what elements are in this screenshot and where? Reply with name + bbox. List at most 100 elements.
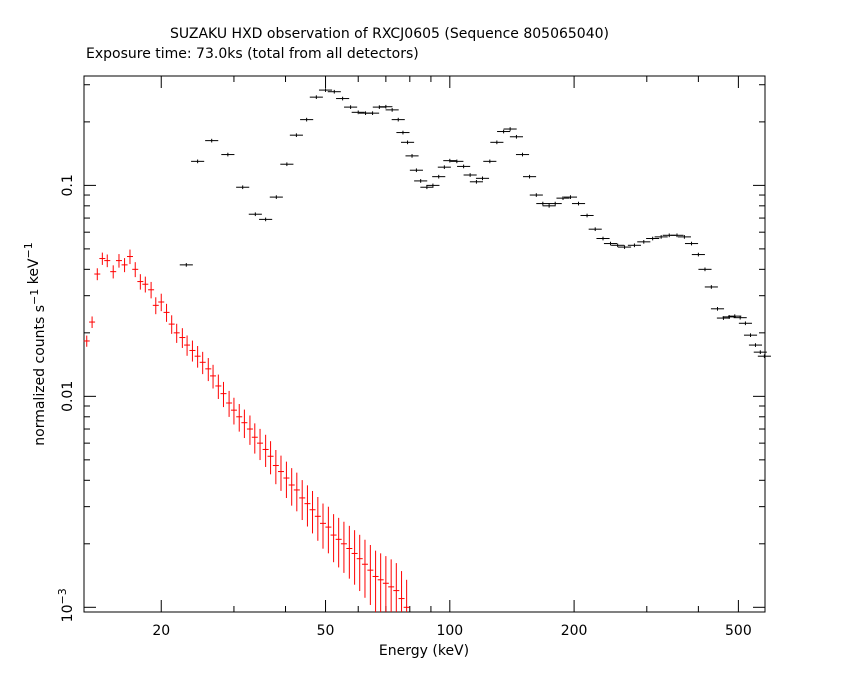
data-point (509, 134, 523, 139)
data-point (571, 201, 586, 206)
data-point (596, 236, 610, 241)
data-point (738, 321, 752, 326)
data-point (173, 323, 180, 343)
data-point (230, 397, 237, 425)
data-point (637, 240, 651, 244)
x-tick-label: 50 (317, 623, 335, 639)
data-point (335, 517, 342, 568)
y-axis-ticks: 0.1 0.01 10−3 (56, 84, 765, 622)
data-point (490, 140, 504, 145)
data-point (179, 328, 186, 348)
data-point (372, 550, 379, 612)
data-point (748, 343, 763, 347)
data-point (251, 423, 258, 454)
y-tick-label: 0.01 (60, 381, 76, 412)
data-point (221, 152, 235, 157)
data-point (325, 506, 332, 554)
data-point (168, 315, 175, 334)
data-point (336, 96, 350, 101)
data-point (691, 252, 705, 257)
data-point (309, 490, 316, 534)
data-point (104, 254, 111, 268)
data-point (367, 544, 374, 605)
x-tick-label: 500 (725, 623, 752, 639)
y-tick-label-exponent: 10−3 (56, 588, 76, 622)
data-point (318, 88, 333, 92)
data-point (733, 315, 747, 320)
data-point (463, 173, 477, 177)
data-point (132, 262, 139, 278)
data-point (698, 267, 712, 272)
data-point (398, 571, 405, 612)
data-point (542, 204, 556, 208)
data-point (320, 503, 327, 549)
data-point (654, 235, 668, 239)
data-point (351, 530, 358, 585)
data-point (330, 514, 337, 563)
data-point (388, 559, 395, 612)
data-point (529, 193, 543, 197)
data-point (215, 374, 222, 399)
data-point (432, 174, 446, 179)
x-axis-label: Energy (keV) (379, 643, 469, 659)
y-axis-label: normalized counts s−1 keV−1 (22, 242, 48, 445)
data-point (556, 196, 570, 200)
chart-subtitle: Exposure time: 73.0ks (total from all de… (86, 46, 419, 62)
data-point (684, 241, 699, 246)
data-point (361, 539, 368, 598)
data-series-layer (83, 88, 771, 612)
data-point (346, 525, 353, 579)
data-point (115, 254, 122, 268)
data-point (757, 354, 771, 359)
x-tick-label: 20 (152, 623, 170, 639)
data-point (351, 110, 365, 115)
data-point (400, 140, 415, 145)
data-point (393, 563, 400, 612)
data-point (137, 274, 144, 290)
data-point (257, 428, 264, 461)
data-point (563, 195, 578, 199)
data-point (89, 316, 96, 329)
data-point (262, 434, 269, 467)
y-tick-label: 0.1 (60, 174, 76, 196)
data-point (226, 390, 233, 417)
data-point (483, 159, 497, 164)
data-point (300, 117, 314, 122)
data-point (710, 306, 725, 311)
series-0 (83, 249, 410, 612)
data-point (457, 164, 471, 169)
data-point (382, 556, 389, 612)
data-point (670, 233, 684, 238)
x-axis-ticks: 20 50 100 200 500 (152, 76, 752, 639)
data-point (152, 297, 159, 315)
data-point (327, 89, 341, 94)
data-point (126, 249, 133, 265)
chart-title: SUZAKU HXD observation of RXCJ0605 (Sequ… (170, 26, 609, 42)
data-point (627, 243, 641, 248)
data-point (189, 340, 196, 362)
data-point (426, 183, 440, 188)
data-point (603, 241, 618, 246)
data-point (309, 95, 323, 99)
data-point (293, 472, 300, 512)
data-point (110, 265, 117, 279)
data-point (405, 154, 419, 158)
data-point (304, 485, 311, 527)
data-point (314, 497, 321, 541)
x-tick-label: 200 (561, 623, 588, 639)
x-tick-label: 100 (436, 623, 463, 639)
data-point (611, 243, 625, 248)
data-point (580, 213, 594, 218)
data-point (450, 159, 464, 164)
data-point (646, 236, 660, 241)
data-point (548, 201, 562, 206)
data-point (277, 455, 284, 491)
data-point (515, 152, 530, 157)
data-point (179, 263, 193, 267)
data-point (340, 521, 347, 573)
data-point (469, 179, 483, 184)
plot-frame (83, 75, 766, 613)
data-point (236, 185, 250, 190)
data-point (267, 441, 274, 475)
data-point (379, 104, 393, 109)
